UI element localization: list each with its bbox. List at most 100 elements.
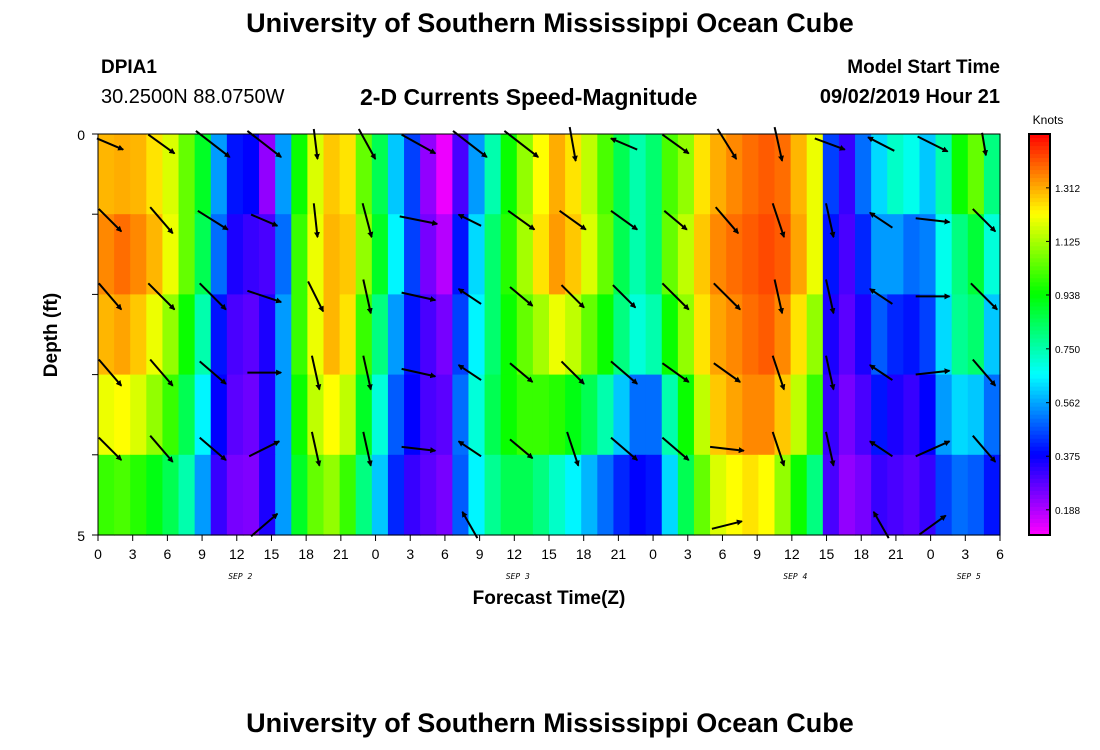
heat-cell	[806, 374, 824, 456]
current-vector	[560, 360, 585, 385]
current-vector	[566, 431, 580, 467]
heat-cell	[838, 294, 856, 376]
colorbar-segment	[1029, 158, 1050, 163]
heat-cell	[838, 214, 856, 295]
colorbar-title: Knots	[1033, 113, 1064, 127]
heat-cell	[677, 374, 695, 456]
y-tick-label: 5	[77, 528, 85, 544]
heat-cell	[532, 454, 550, 536]
current-vector	[869, 211, 893, 229]
heat-cell	[242, 294, 260, 376]
heat-cell	[242, 134, 260, 215]
colorbar-segment	[1029, 370, 1050, 376]
heat-cell	[629, 374, 647, 456]
heat-cell	[259, 454, 276, 536]
current-vector	[972, 358, 997, 387]
colorbar-segment	[1029, 234, 1050, 239]
heat-cell	[693, 374, 711, 456]
colorbar-segment	[1029, 430, 1050, 436]
heat-cell	[549, 294, 566, 376]
colorbar-segment	[1029, 166, 1050, 171]
heat-cell	[178, 294, 196, 376]
colorbar-segment	[1029, 334, 1050, 340]
heat-cell	[661, 214, 679, 295]
current-vector	[610, 209, 639, 231]
heat-cell	[178, 374, 196, 456]
heat-cell	[935, 214, 953, 295]
current-vector	[457, 364, 482, 381]
heat-cell	[162, 374, 180, 456]
heat-cell	[420, 214, 437, 295]
current-vector	[610, 137, 638, 151]
heatmap-cells	[98, 134, 1001, 536]
current-vector	[98, 358, 123, 387]
heat-cell	[500, 294, 518, 376]
current-vector	[361, 203, 374, 239]
heat-cell	[226, 294, 244, 376]
heat-cell	[226, 134, 244, 215]
current-vector	[507, 209, 536, 231]
colorbar-segment	[1029, 434, 1050, 440]
heat-cell	[484, 374, 502, 456]
heat-cell	[532, 134, 550, 215]
heat-cell	[919, 214, 937, 295]
heat-cell	[935, 134, 953, 215]
colorbar-segment	[1029, 222, 1050, 227]
colorbar-segment	[1029, 398, 1050, 404]
heat-cell	[355, 454, 373, 536]
heat-cell	[903, 294, 921, 376]
heat-cell	[339, 374, 357, 456]
heat-cell	[178, 454, 196, 536]
heat-cell	[404, 374, 421, 456]
heat-cell	[661, 134, 679, 215]
heat-cell	[275, 374, 292, 456]
current-vector	[250, 513, 279, 538]
heat-cell	[822, 454, 840, 536]
model-start-value: 09/02/2019 Hour 21	[819, 86, 1000, 108]
heat-cell	[790, 374, 808, 456]
colorbar-segment	[1029, 506, 1050, 512]
colorbar-segment	[1029, 410, 1050, 416]
heat-cell	[742, 454, 759, 536]
heat-cell	[742, 374, 759, 456]
colorbar-segment	[1029, 238, 1050, 243]
heat-cell	[967, 454, 985, 536]
heat-cell	[871, 214, 888, 295]
colorbar-segment	[1029, 242, 1050, 247]
heat-cell	[565, 454, 582, 536]
heat-cell	[629, 454, 647, 536]
heat-cell	[178, 214, 196, 295]
heat-cell	[339, 454, 357, 536]
current-vector	[457, 288, 482, 305]
colorbar-segment	[1029, 498, 1050, 504]
heat-cell	[259, 294, 276, 376]
heat-cell	[983, 294, 1001, 376]
current-vector	[661, 282, 690, 311]
heat-cell	[549, 374, 566, 456]
heat-cell	[597, 214, 615, 295]
heat-cell	[420, 454, 437, 536]
colorbar-segment	[1029, 186, 1050, 191]
colorbar-segment	[1029, 198, 1050, 203]
current-vector	[198, 282, 227, 311]
current-vector	[457, 213, 482, 227]
current-vectors	[96, 126, 998, 539]
x-tick-label: 3	[684, 546, 692, 562]
heat-cell	[194, 214, 212, 295]
heat-cell	[291, 454, 308, 536]
heat-cell	[919, 134, 937, 215]
heat-cell	[355, 294, 373, 376]
colorbar-segment	[1029, 178, 1050, 183]
heat-cell	[516, 454, 534, 536]
heat-cell	[693, 134, 711, 215]
heat-cell	[339, 134, 357, 215]
heat-cell	[516, 214, 534, 295]
colorbar-segment	[1029, 486, 1050, 492]
colorbar-segment	[1029, 362, 1050, 368]
colorbar-segment	[1029, 314, 1050, 320]
colorbar-segment	[1029, 254, 1050, 259]
current-vector	[872, 511, 890, 539]
heat-cell	[806, 454, 824, 536]
heat-cell	[355, 134, 373, 215]
colorbar-segment	[1029, 266, 1050, 271]
